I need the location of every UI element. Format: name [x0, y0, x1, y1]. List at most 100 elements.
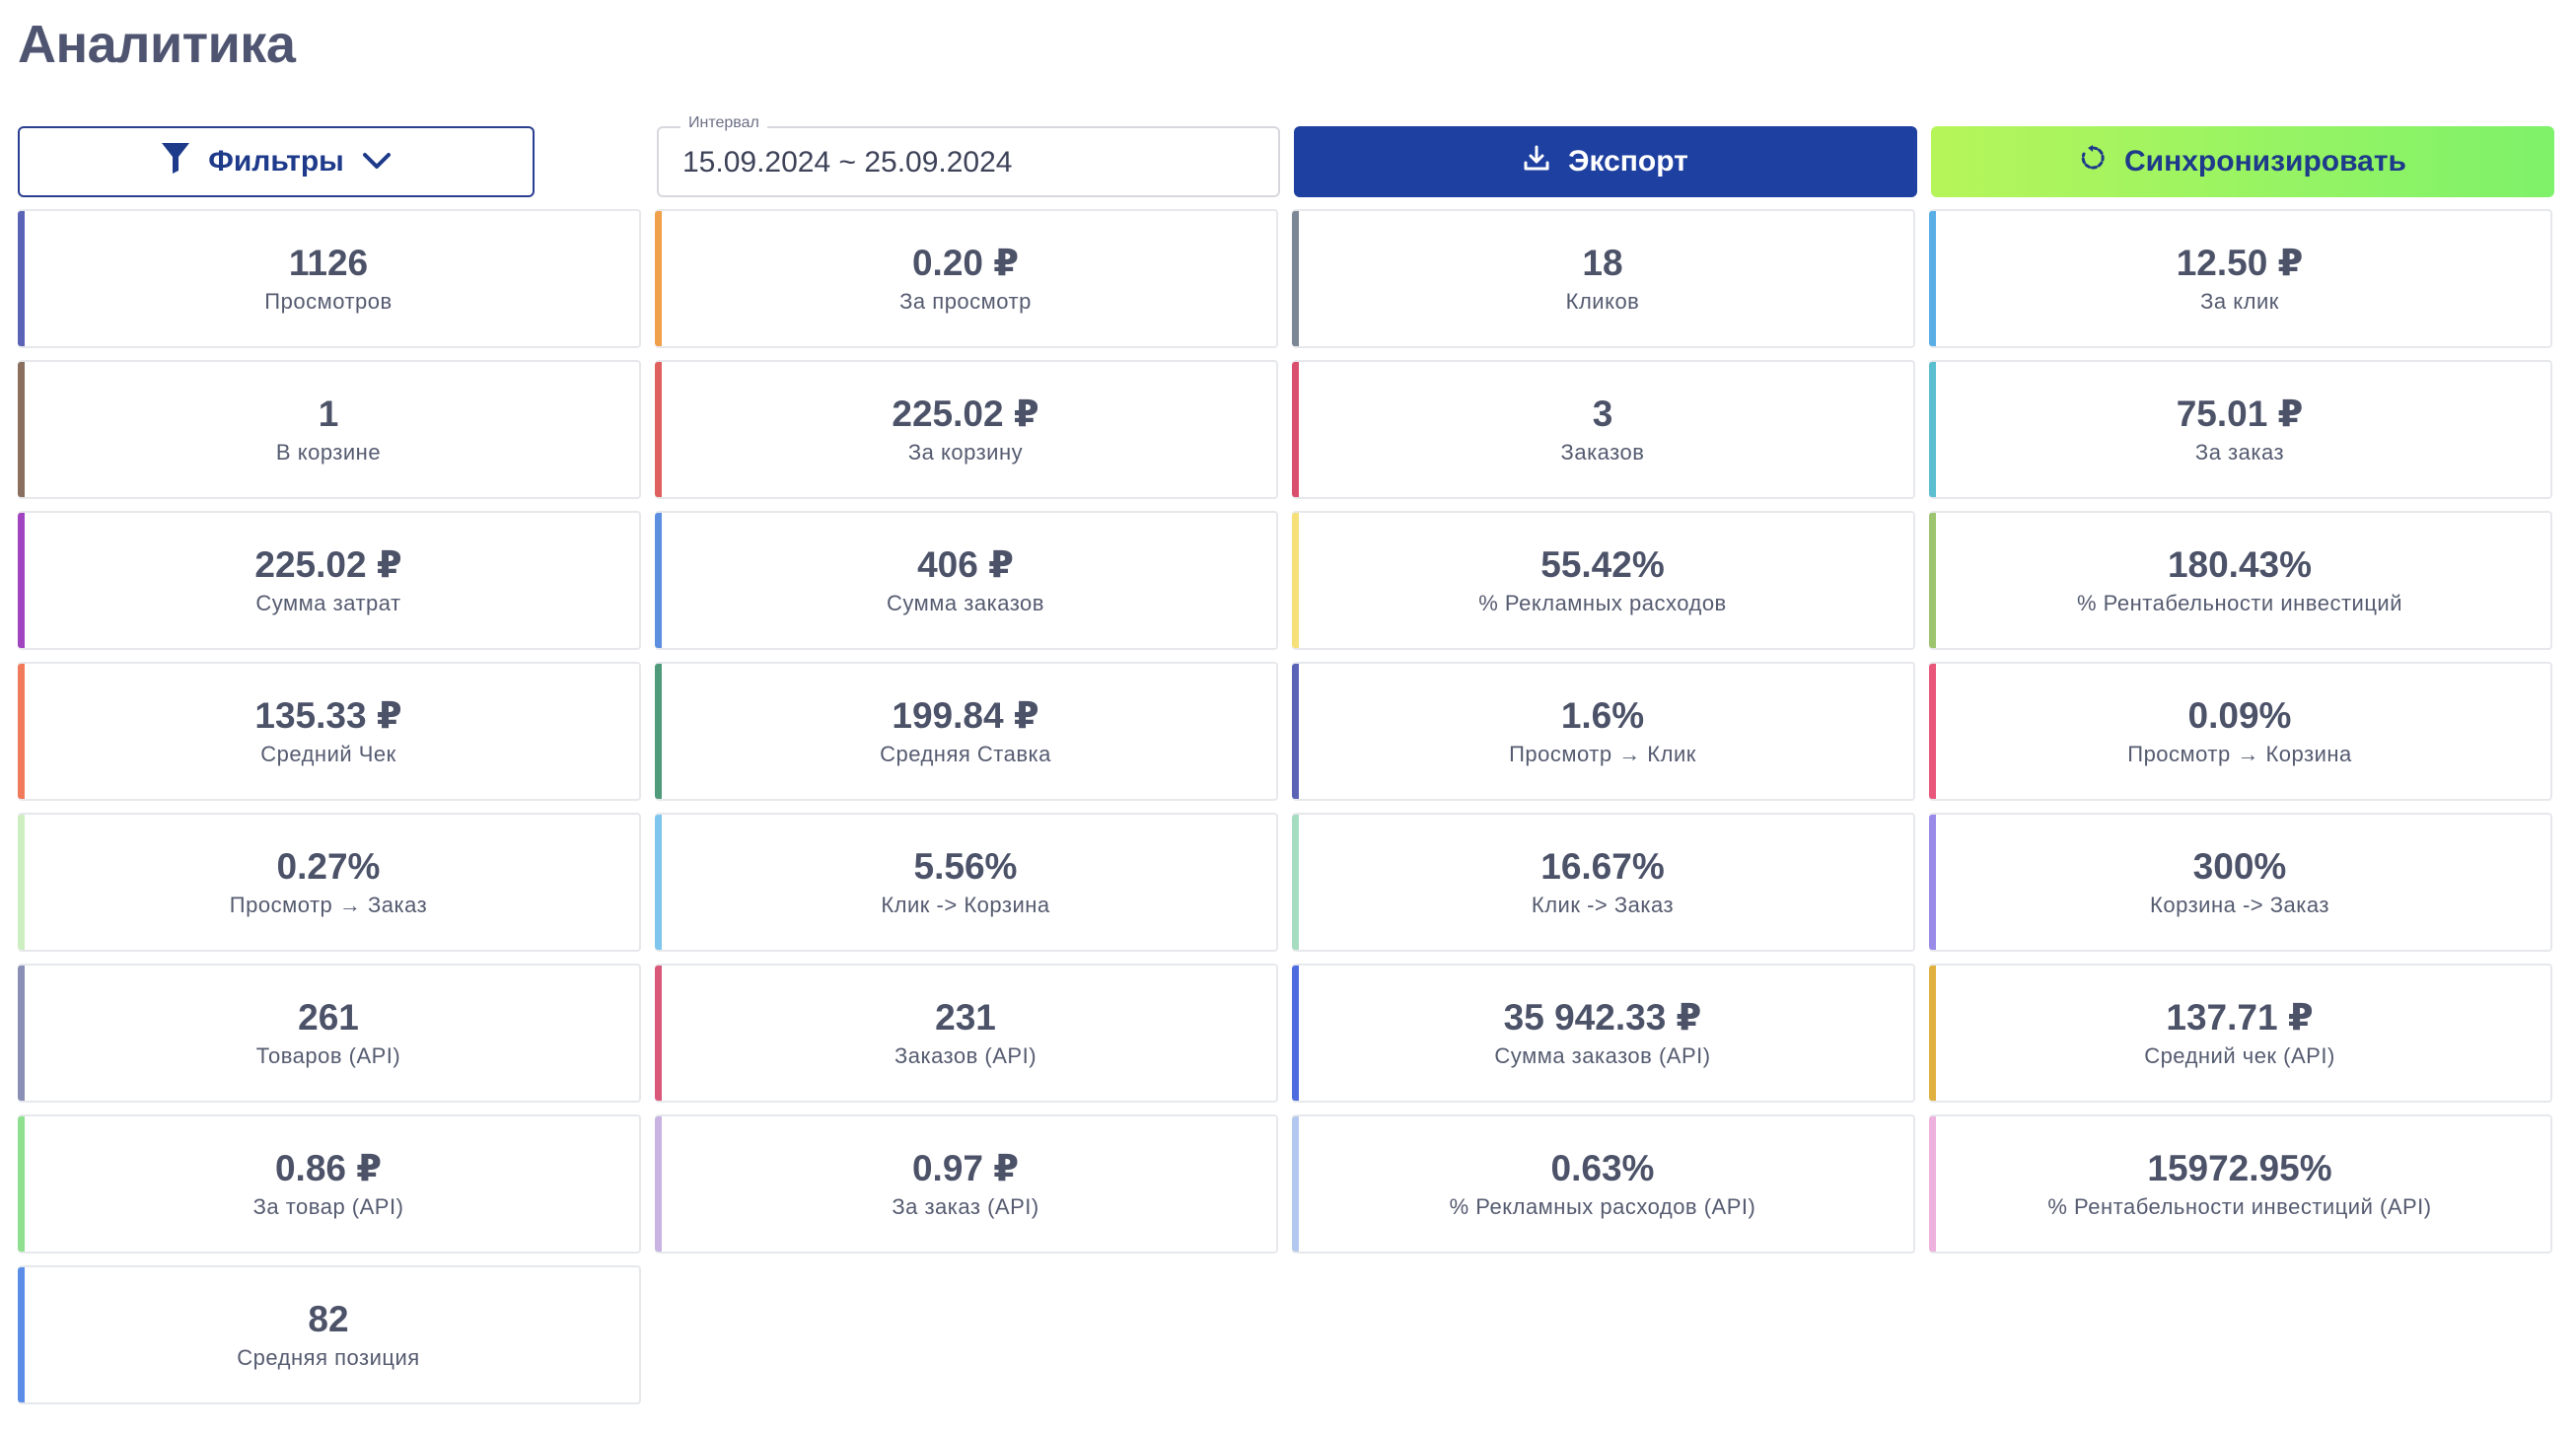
- interval-date-field[interactable]: Интервал 15.09.2024 ~ 25.09.2024: [657, 114, 1280, 197]
- metric-card: 0.20 ₽ За просмотр: [655, 209, 1278, 348]
- metric-color-bar: [1929, 362, 1936, 497]
- metric-card: 225.02 ₽ Сумма затрат: [18, 511, 641, 650]
- metric-color-bar: [1929, 513, 1936, 648]
- metric-card: 1 В корзине: [18, 360, 641, 499]
- metric-color-bar: [1929, 664, 1936, 799]
- metric-value: 16.67%: [1540, 846, 1665, 888]
- metric-label: Просмотр → Корзина: [2127, 741, 2352, 766]
- chevron-down-icon: [362, 145, 392, 179]
- filter-icon: [161, 141, 190, 182]
- metric-color-bar: [655, 362, 662, 497]
- metric-label: Корзина -> Заказ: [2150, 892, 2329, 917]
- interval-value: 15.09.2024 ~ 25.09.2024: [682, 146, 1013, 179]
- sync-label: Синхронизировать: [2124, 145, 2406, 178]
- metric-color-bar: [18, 1267, 25, 1402]
- metric-color-bar: [1929, 966, 1936, 1101]
- metric-label: Просмотров: [264, 288, 393, 314]
- metric-label: Клик -> Заказ: [1531, 892, 1675, 917]
- metric-card: 225.02 ₽ За корзину: [655, 360, 1278, 499]
- metric-value: 0.97 ₽: [911, 1148, 1020, 1189]
- sync-button[interactable]: Синхронизировать: [1931, 126, 2554, 197]
- metric-color-bar: [1929, 815, 1936, 950]
- metric-card: 12.50 ₽ За клик: [1929, 209, 2552, 348]
- metric-value: 225.02 ₽: [892, 394, 1039, 435]
- metrics-grid: 1126 Просмотров 0.20 ₽ За просмотр 18 Кликов 1…: [18, 209, 2554, 1404]
- metric-card: 0.86 ₽ За товар (API): [18, 1114, 641, 1254]
- metric-value: 137.71 ₽: [2166, 997, 2314, 1039]
- metric-color-bar: [18, 966, 25, 1101]
- download-icon: [1523, 144, 1550, 179]
- metric-label: Средний чек (API): [2144, 1042, 2335, 1068]
- metric-value: 225.02 ₽: [254, 544, 402, 586]
- metric-color-bar: [18, 1116, 25, 1252]
- metric-card: 3 Заказов: [1292, 360, 1915, 499]
- export-label: Экспорт: [1568, 145, 1688, 178]
- metric-label: % Рекламных расходов: [1478, 590, 1727, 615]
- metric-color-bar: [655, 1116, 662, 1252]
- metric-card: 0.63% % Рекламных расходов (API): [1292, 1114, 1915, 1254]
- metric-value: 0.20 ₽: [911, 243, 1020, 284]
- metric-card: 180.43% % Рентабельности инвестиций: [1929, 511, 2552, 650]
- metric-color-bar: [655, 966, 662, 1101]
- metric-value: 35 942.33 ₽: [1503, 997, 1702, 1039]
- metric-label: Сумма затрат: [255, 590, 401, 615]
- page-title: Аналитика: [18, 15, 296, 74]
- metric-value: 0.27%: [276, 846, 381, 888]
- metric-label: % Рекламных расходов (API): [1449, 1193, 1756, 1219]
- metric-value: 199.84 ₽: [892, 695, 1039, 737]
- metric-value: 1.6%: [1560, 695, 1645, 737]
- metric-value: 75.01 ₽: [2176, 394, 2304, 435]
- export-button[interactable]: Экспорт: [1294, 126, 1917, 197]
- filters-button[interactable]: Фильтры: [18, 126, 535, 197]
- metric-value: 82: [308, 1299, 349, 1340]
- metric-card: 0.09% Просмотр → Корзина: [1929, 662, 2552, 801]
- metric-color-bar: [1292, 513, 1299, 648]
- metric-color-bar: [655, 211, 662, 346]
- metric-label: Средняя позиция: [237, 1344, 420, 1370]
- metric-label: Сумма заказов (API): [1494, 1042, 1711, 1068]
- metric-color-bar: [18, 211, 25, 346]
- metric-label: За просмотр: [899, 288, 1032, 314]
- metric-card: 231 Заказов (API): [655, 964, 1278, 1103]
- metric-card: 135.33 ₽ Средний Чек: [18, 662, 641, 801]
- toolbar: Фильтры Интервал 15.09.2024 ~ 25.09.2024…: [0, 114, 2576, 199]
- metric-label: Кликов: [1565, 288, 1640, 314]
- metric-card: 300% Корзина -> Заказ: [1929, 813, 2552, 952]
- metric-card: 82 Средняя позиция: [18, 1265, 641, 1404]
- metric-label: Просмотр → Заказ: [229, 892, 428, 917]
- metric-value: 300%: [2192, 846, 2287, 888]
- metric-color-bar: [655, 664, 662, 799]
- metric-color-bar: [655, 815, 662, 950]
- sync-icon: [2079, 144, 2107, 179]
- metric-card: 261 Товаров (API): [18, 964, 641, 1103]
- metric-card: 0.27% Просмотр → Заказ: [18, 813, 641, 952]
- metric-label: Сумма заказов: [887, 590, 1044, 615]
- metric-value: 231: [935, 997, 996, 1039]
- metric-value: 406 ₽: [917, 544, 1014, 586]
- metric-label: Заказов (API): [894, 1042, 1038, 1068]
- metric-color-bar: [1929, 211, 1936, 346]
- metric-card: 0.97 ₽ За заказ (API): [655, 1114, 1278, 1254]
- metric-label: Клик -> Корзина: [881, 892, 1050, 917]
- metric-label: Заказов: [1560, 439, 1645, 465]
- metric-value: 55.42%: [1540, 544, 1665, 586]
- metric-color-bar: [18, 815, 25, 950]
- metric-label: Средняя Ставка: [880, 741, 1051, 766]
- metric-value: 3: [1592, 394, 1613, 435]
- metric-card: 75.01 ₽ За заказ: [1929, 360, 2552, 499]
- metric-label: За товар (API): [252, 1193, 404, 1219]
- metric-card: 16.67% Клик -> Заказ: [1292, 813, 1915, 952]
- metric-color-bar: [1292, 362, 1299, 497]
- filters-label: Фильтры: [208, 145, 344, 178]
- metric-color-bar: [1292, 211, 1299, 346]
- metric-card: 199.84 ₽ Средняя Ставка: [655, 662, 1278, 801]
- metric-label: % Рентабельности инвестиций (API): [2047, 1193, 2432, 1219]
- metric-card: 18 Кликов: [1292, 209, 1915, 348]
- metric-color-bar: [1292, 815, 1299, 950]
- metric-color-bar: [18, 513, 25, 648]
- metric-value: 15972.95%: [2147, 1148, 2332, 1189]
- metric-value: 5.56%: [913, 846, 1018, 888]
- metric-label: За корзину: [907, 439, 1024, 465]
- interval-label: Интервал: [680, 114, 767, 132]
